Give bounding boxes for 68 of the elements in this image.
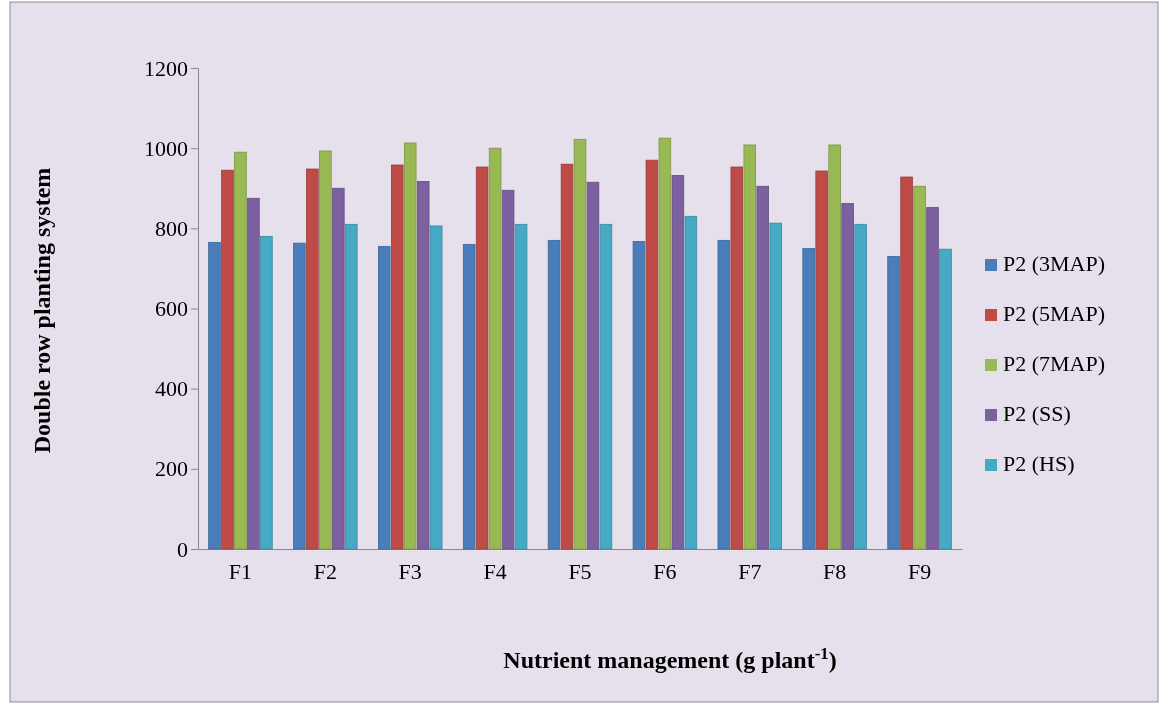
- x-tick-label: F6: [653, 558, 677, 584]
- bar: [756, 185, 769, 550]
- bar: [560, 163, 574, 550]
- bar: [260, 235, 273, 550]
- bar: [887, 255, 900, 550]
- y-tick-label: 0: [177, 536, 188, 562]
- x-tick-label: F5: [568, 558, 592, 584]
- x-tick-label: F9: [907, 558, 932, 584]
- x-tick-label: F2: [313, 558, 337, 584]
- y-tick-label: 1200: [144, 55, 188, 81]
- bar: [247, 197, 260, 550]
- x-tick-label: F1: [228, 558, 253, 584]
- legend-label: P2 (3MAP): [1003, 251, 1106, 276]
- bar: [684, 215, 698, 550]
- bar: [769, 222, 782, 550]
- bar: [234, 151, 247, 550]
- bar: [841, 203, 854, 550]
- y-tick-label: 200: [155, 456, 188, 482]
- bar: [913, 185, 926, 550]
- bar: [900, 176, 913, 550]
- bar: [658, 137, 672, 550]
- x-tick-label: F4: [483, 558, 507, 584]
- bar: [717, 239, 731, 550]
- bar: [926, 207, 939, 550]
- bar: [208, 241, 221, 550]
- legend-label: P2 (SS): [1003, 401, 1071, 426]
- x-tick-label: F3: [398, 558, 422, 584]
- bar: [332, 187, 345, 550]
- legend-label: P2 (5MAP): [1003, 301, 1106, 326]
- x-axis-title: Nutrient management (g plant$^{-1}$): [503, 643, 837, 673]
- legend-label: P2 (7MAP): [1003, 351, 1106, 376]
- bar: [815, 170, 828, 550]
- y-tick-label: 800: [155, 215, 188, 241]
- legend-label: P2 (HS): [1003, 451, 1075, 476]
- bar: [293, 242, 306, 550]
- bar: [730, 166, 744, 550]
- bar: [391, 164, 404, 550]
- bar: [632, 241, 646, 550]
- x-tick-label: F8: [823, 558, 847, 584]
- bar: [501, 189, 515, 550]
- bar: [645, 159, 659, 550]
- bar: [416, 181, 430, 550]
- bar: [403, 142, 417, 550]
- y-tick-label: 1000: [144, 135, 188, 161]
- bar: [586, 181, 600, 550]
- y-tick-label: 400: [155, 376, 188, 402]
- y-tick-label: 600: [155, 296, 188, 322]
- bar: [319, 150, 332, 550]
- bar: [429, 225, 443, 550]
- bar: [306, 168, 319, 550]
- y-axis-title: Double row planting system: [29, 167, 55, 454]
- bar: [378, 245, 391, 550]
- bar: [599, 223, 613, 550]
- bar: [828, 144, 841, 550]
- bar: [547, 239, 561, 550]
- bar: [743, 144, 757, 550]
- bar: [475, 166, 489, 550]
- bar: [488, 147, 502, 550]
- bar: [573, 138, 587, 550]
- bar: [939, 248, 952, 550]
- bar: [802, 247, 815, 550]
- bar: [671, 175, 685, 550]
- bar: [221, 169, 234, 550]
- bar: [462, 243, 476, 550]
- bar: [345, 223, 358, 550]
- bar: [854, 223, 867, 550]
- x-tick-label: F7: [738, 558, 762, 584]
- bar: [514, 223, 528, 550]
